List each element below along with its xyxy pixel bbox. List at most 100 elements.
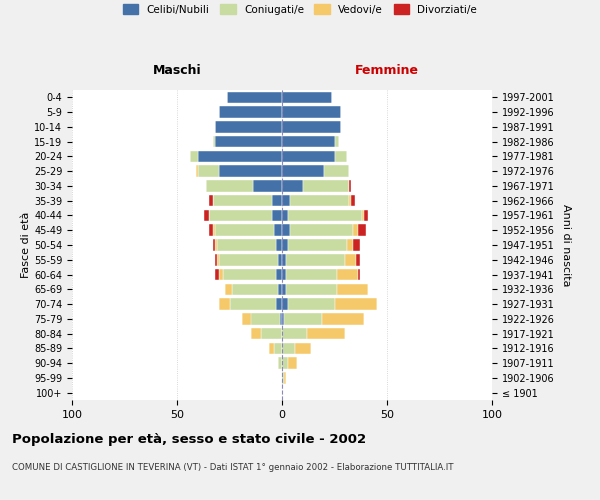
Bar [223, 269, 276, 280]
Bar [286, 254, 345, 266]
Bar [276, 239, 282, 251]
Bar [307, 328, 345, 340]
Bar [282, 166, 324, 177]
Bar [219, 106, 282, 118]
Bar [217, 254, 219, 266]
Bar [278, 254, 282, 266]
Bar [347, 239, 353, 251]
Bar [229, 298, 276, 310]
Bar [278, 358, 282, 369]
Bar [335, 298, 377, 310]
Bar [227, 92, 282, 103]
Bar [349, 195, 352, 206]
Y-axis label: Anni di nascita: Anni di nascita [561, 204, 571, 286]
Bar [282, 342, 295, 354]
Bar [289, 358, 296, 369]
Bar [345, 254, 355, 266]
Bar [215, 239, 217, 251]
Bar [349, 180, 352, 192]
Text: Femmine: Femmine [355, 64, 419, 78]
Bar [351, 195, 355, 206]
Bar [213, 136, 215, 147]
Text: Popolazione per età, sesso e stato civile - 2002: Popolazione per età, sesso e stato civil… [12, 432, 366, 446]
Bar [282, 121, 341, 132]
Bar [289, 239, 347, 251]
Bar [274, 224, 282, 236]
Bar [196, 166, 198, 177]
Bar [271, 195, 282, 206]
Bar [213, 224, 215, 236]
Bar [198, 150, 282, 162]
Bar [215, 224, 274, 236]
Bar [289, 298, 335, 310]
Bar [209, 224, 213, 236]
Bar [282, 328, 307, 340]
Bar [253, 180, 282, 192]
Bar [284, 313, 322, 324]
Bar [215, 254, 217, 266]
Bar [280, 313, 282, 324]
Bar [362, 210, 364, 221]
Bar [261, 328, 282, 340]
Bar [282, 372, 284, 384]
Bar [324, 166, 349, 177]
Bar [358, 224, 366, 236]
Bar [290, 224, 353, 236]
Bar [282, 150, 335, 162]
Bar [358, 269, 360, 280]
Bar [215, 269, 219, 280]
Bar [289, 210, 362, 221]
Bar [355, 254, 360, 266]
Bar [282, 239, 289, 251]
Bar [204, 210, 209, 221]
Bar [286, 284, 337, 295]
Bar [251, 328, 261, 340]
Bar [282, 92, 332, 103]
Bar [232, 284, 278, 295]
Legend: Celibi/Nubili, Coniugati/e, Vedovi/e, Divorziati/e: Celibi/Nubili, Coniugati/e, Vedovi/e, Di… [119, 0, 481, 19]
Bar [226, 284, 232, 295]
Bar [303, 180, 349, 192]
Bar [213, 239, 215, 251]
Bar [278, 284, 282, 295]
Bar [282, 195, 290, 206]
Bar [282, 298, 289, 310]
Bar [282, 136, 335, 147]
Bar [282, 180, 303, 192]
Bar [353, 239, 360, 251]
Bar [282, 254, 286, 266]
Bar [217, 239, 276, 251]
Bar [335, 136, 338, 147]
Bar [282, 284, 286, 295]
Bar [219, 166, 282, 177]
Bar [322, 313, 364, 324]
Bar [335, 150, 347, 162]
Bar [215, 136, 282, 147]
Bar [274, 342, 282, 354]
Bar [337, 284, 368, 295]
Bar [242, 313, 251, 324]
Bar [190, 150, 198, 162]
Bar [282, 106, 341, 118]
Bar [282, 269, 286, 280]
Bar [290, 195, 349, 206]
Bar [209, 210, 271, 221]
Bar [215, 121, 282, 132]
Y-axis label: Fasce di età: Fasce di età [21, 212, 31, 278]
Bar [353, 224, 358, 236]
Bar [219, 254, 278, 266]
Bar [251, 313, 280, 324]
Bar [206, 180, 253, 192]
Bar [271, 210, 282, 221]
Bar [276, 269, 282, 280]
Bar [282, 210, 289, 221]
Text: COMUNE DI CASTIGLIONE IN TEVERINA (VT) - Dati ISTAT 1° gennaio 2002 - Elaborazio: COMUNE DI CASTIGLIONE IN TEVERINA (VT) -… [12, 462, 454, 471]
Bar [295, 342, 311, 354]
Bar [364, 210, 368, 221]
Bar [219, 269, 223, 280]
Text: Maschi: Maschi [152, 64, 202, 78]
Bar [198, 166, 219, 177]
Bar [219, 298, 229, 310]
Bar [282, 224, 290, 236]
Bar [269, 342, 274, 354]
